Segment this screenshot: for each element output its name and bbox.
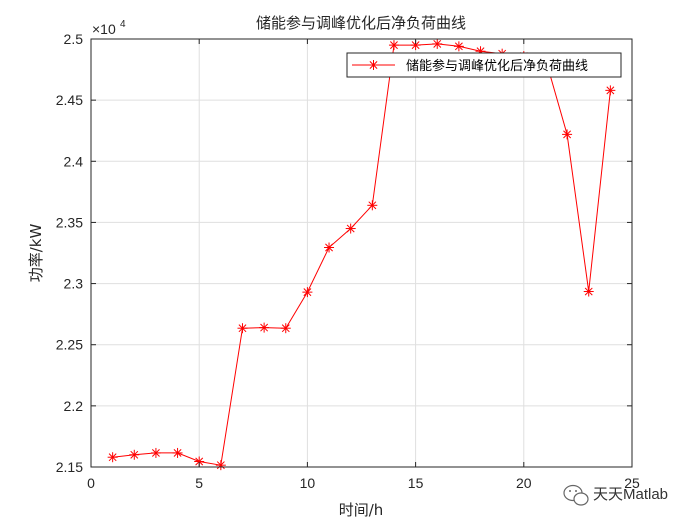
x-tick-label: 0 bbox=[87, 475, 95, 491]
legend: 储能参与调峰优化后净负荷曲线 bbox=[346, 52, 622, 78]
watermark: 天天Matlab bbox=[563, 484, 668, 506]
y-tick-label: 2.4 bbox=[64, 153, 84, 169]
data-point-marker bbox=[280, 323, 291, 334]
x-axis-ticks: 0 5 10 15 20 25 bbox=[87, 39, 640, 491]
data-point-marker bbox=[388, 40, 399, 51]
data-point-marker bbox=[302, 287, 313, 298]
legend-label: 储能参与调峰优化后净负荷曲线 bbox=[406, 58, 588, 74]
data-point-marker bbox=[453, 41, 464, 52]
x-tick-label: 10 bbox=[300, 475, 316, 491]
legend-marker bbox=[368, 60, 379, 70]
data-point-marker bbox=[432, 38, 443, 49]
y-axis-ticks: 2.15 2.2 2.25 2.3 2.35 2.4 2.45 2.5 bbox=[56, 31, 632, 475]
y-exponent-power: 4 bbox=[120, 19, 126, 30]
y-tick-label: 2.45 bbox=[56, 92, 83, 108]
y-tick-label: 2.5 bbox=[64, 31, 84, 47]
data-point-marker bbox=[324, 242, 335, 253]
x-tick-label: 20 bbox=[516, 475, 532, 491]
y-tick-label: 2.15 bbox=[56, 459, 83, 475]
data-point-marker bbox=[367, 200, 378, 211]
data-point-marker bbox=[562, 129, 573, 140]
y-axis-label: 功率/kW bbox=[27, 224, 45, 283]
data-point-marker bbox=[259, 322, 270, 333]
y-exponent-base: ×10 bbox=[92, 21, 116, 37]
data-point-marker bbox=[237, 323, 248, 334]
y-tick-label: 2.2 bbox=[64, 398, 84, 414]
data-point-marker bbox=[345, 223, 356, 234]
x-tick-label: 25 bbox=[624, 475, 640, 491]
y-tick-label: 2.35 bbox=[56, 214, 83, 230]
x-tick-label: 5 bbox=[195, 475, 203, 491]
x-tick-label: 15 bbox=[408, 475, 424, 491]
data-point-marker bbox=[172, 447, 183, 458]
plot-background bbox=[91, 39, 632, 467]
y-tick-label: 2.3 bbox=[64, 276, 84, 292]
data-point-marker bbox=[605, 85, 616, 96]
data-point-marker bbox=[215, 460, 226, 471]
plot-border bbox=[90, 38, 633, 468]
data-point-marker bbox=[368, 60, 379, 70]
y-tick-label: 2.25 bbox=[56, 337, 83, 353]
data-point-marker bbox=[107, 452, 118, 463]
data-point-marker bbox=[150, 447, 161, 458]
x-axis-label: 时间/h bbox=[339, 501, 384, 519]
data-point-marker bbox=[583, 286, 594, 297]
data-point-marker bbox=[129, 449, 140, 460]
chart-title: 储能参与调峰优化后净负荷曲线 bbox=[256, 14, 466, 32]
wechat-icon bbox=[563, 484, 589, 506]
watermark-text: 天天Matlab bbox=[593, 486, 668, 503]
